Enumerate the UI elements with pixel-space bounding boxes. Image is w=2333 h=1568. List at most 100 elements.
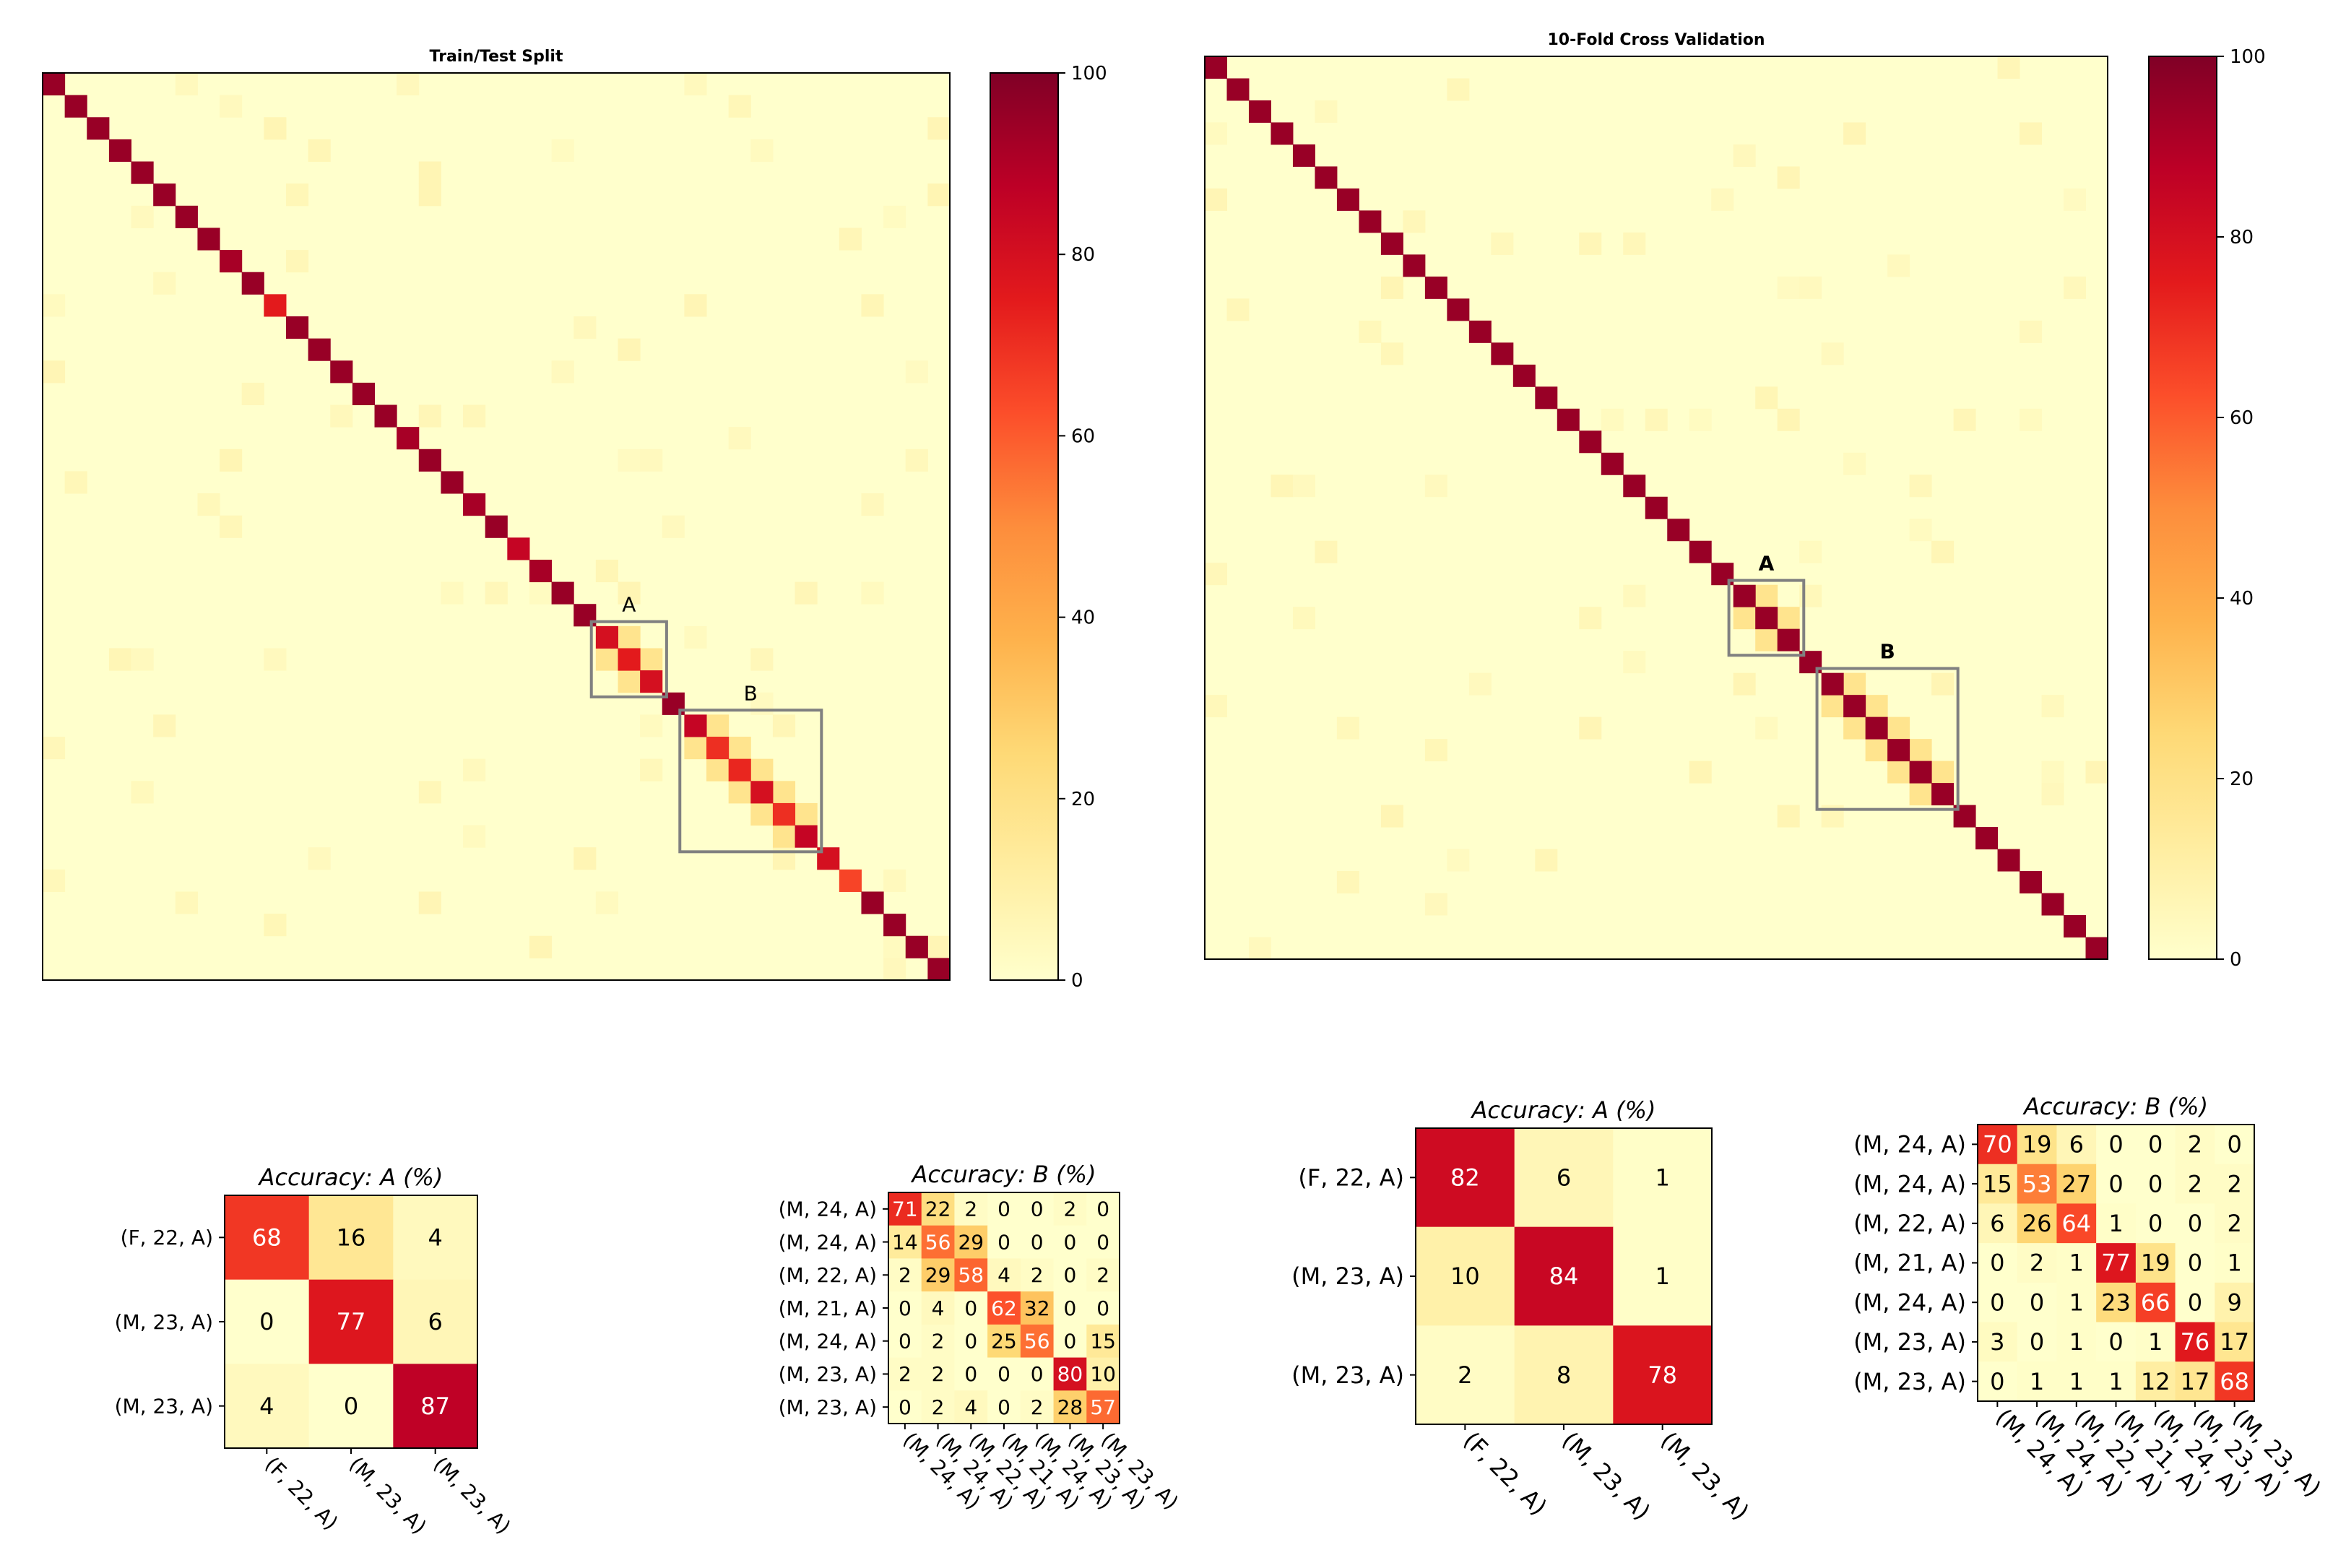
cv-b-cell <box>1978 1203 2018 1244</box>
main-train-cell <box>43 360 66 384</box>
main-train-diag-cell <box>352 382 376 406</box>
cv-b-cell <box>2056 1361 2097 1402</box>
main-cv-cell <box>1226 298 1250 321</box>
main-cv-cell <box>2041 761 2064 784</box>
main-train-cell <box>529 935 553 958</box>
cv-b-group <box>1972 1124 2255 1407</box>
cv-b-title: Accuracy: B (%) <box>2022 1093 2208 1120</box>
cv-a-title: Accuracy: A (%) <box>1470 1096 1655 1124</box>
main-cv-diag-cell <box>1336 188 1359 211</box>
cv-a-cell-value: 78 <box>1648 1361 1677 1389</box>
main-cv-diag-cell <box>1403 254 1426 277</box>
main-train-cell <box>706 758 730 781</box>
train-a-cell <box>308 1364 394 1449</box>
cv-b-cell <box>2135 1125 2176 1165</box>
main-cv-cell <box>1887 716 1910 740</box>
main-train-cell <box>883 205 906 228</box>
main-train-cell <box>418 161 441 184</box>
main-train-region-box-A <box>589 620 668 698</box>
main-cv-cell <box>1909 739 1932 762</box>
main-cv-cell <box>1733 144 1756 167</box>
cv-a-cell <box>1613 1226 1713 1326</box>
main-cv-cell <box>1292 607 1315 630</box>
train-b-cell-value: 2 <box>932 1362 945 1386</box>
main-train-diag-cell <box>241 272 264 295</box>
main-cv-cell <box>1799 276 1822 299</box>
main-cv-frame <box>1204 56 2108 960</box>
main-train-cell <box>640 714 663 737</box>
cv-b-cell-value: 6 <box>1990 1210 2004 1237</box>
main-train-cell <box>551 139 574 163</box>
train-b-cell-value: 29 <box>958 1230 984 1254</box>
cv-b-cell-value: 0 <box>2148 1210 2163 1237</box>
train-b-group <box>883 1192 1120 1429</box>
train-b-cell-value: 0 <box>997 1395 1010 1419</box>
train-a-col-label: (F, 22, A) <box>260 1452 342 1535</box>
train-b-cell-value: 0 <box>899 1296 912 1320</box>
train-a-row-label: (F, 22, A) <box>121 1226 213 1249</box>
main-cv-cell <box>1336 716 1359 740</box>
main-cv-cell <box>1843 122 1866 145</box>
train-b-cell-value: 58 <box>958 1263 984 1287</box>
cv-a-cell-value: 8 <box>1557 1361 1571 1389</box>
train-b-cell-value: 4 <box>932 1296 945 1320</box>
main-train-colorbar <box>990 72 1059 981</box>
train-b-cell <box>1020 1390 1055 1424</box>
main-train-diag-cell <box>640 670 663 693</box>
main-train-diag-cell <box>131 161 154 184</box>
cv-b-cell <box>1978 1243 2018 1283</box>
cv-b-cell-value: 66 <box>2141 1288 2170 1316</box>
main-train-diag-cell <box>728 758 751 781</box>
main-cv-diag-cell <box>1733 584 1756 607</box>
train-b-cell-value: 0 <box>1064 1230 1077 1254</box>
train-b-cell-value: 10 <box>1090 1362 1116 1386</box>
main-cv-cell <box>1535 849 1558 872</box>
main-train-cell <box>397 73 420 96</box>
train-b-cell <box>1020 1192 1055 1226</box>
train-a-cell-value: 0 <box>344 1392 358 1420</box>
main-cv-cell <box>1843 716 1866 740</box>
main-cv-region-box-B <box>1815 667 1960 811</box>
train-b-cell-value: 2 <box>932 1395 945 1419</box>
main-train-cell <box>43 294 66 317</box>
main-cv-cell <box>1424 893 1447 916</box>
cv-b-cell <box>2175 1361 2215 1402</box>
main-train-cell <box>573 316 597 339</box>
main-train-cell <box>772 714 796 737</box>
main-cv-cell <box>1843 672 1866 696</box>
cv-b-cell <box>1978 1164 2018 1204</box>
main-train-cell <box>285 250 309 273</box>
main-train-diag-cell <box>905 935 928 958</box>
main-cv-cell <box>1777 408 1800 431</box>
train-b-cell-value: 4 <box>997 1263 1010 1287</box>
cv-b-cell-value: 0 <box>2188 1249 2202 1277</box>
main-cv-diag-cell <box>1645 496 1668 519</box>
train-a-cell-value: 4 <box>259 1392 274 1420</box>
cv-b-cell-value: 19 <box>2141 1249 2170 1277</box>
cv-b-row-label: (M, 24, A) <box>1853 1288 1966 1316</box>
cv-b-cell-value: 1 <box>2069 1249 2084 1277</box>
main-train-cell <box>905 360 928 384</box>
main-train-diag-cell <box>108 139 132 163</box>
cv-b-cell-value: 23 <box>2101 1288 2131 1316</box>
train-a-cell-value: 0 <box>259 1308 274 1335</box>
cv-b-cell <box>2215 1125 2255 1165</box>
cv-a-col-label: (M, 23, A) <box>1655 1426 1754 1525</box>
cv-a-row-label: (F, 22, A) <box>1298 1164 1404 1192</box>
main-train-cell <box>595 648 618 671</box>
main-cv-cell <box>1733 607 1756 630</box>
main-train-cell <box>684 294 707 317</box>
main-train-cell <box>220 515 243 538</box>
main-cv-cell <box>1579 232 1602 255</box>
main-train-colorbar-label: 80 <box>1071 244 1095 266</box>
main-cv-cell <box>1821 695 1844 718</box>
main-cv-diag-cell <box>1865 716 1888 740</box>
main-cv-cell <box>1777 805 1800 828</box>
main-train-cell <box>175 891 198 914</box>
main-train-diag-cell <box>463 493 486 516</box>
train-b-cell <box>954 1291 988 1325</box>
main-cv-cell <box>1248 937 1271 960</box>
train-a-cell <box>225 1364 310 1449</box>
cv-b-cell <box>2017 1203 2057 1244</box>
